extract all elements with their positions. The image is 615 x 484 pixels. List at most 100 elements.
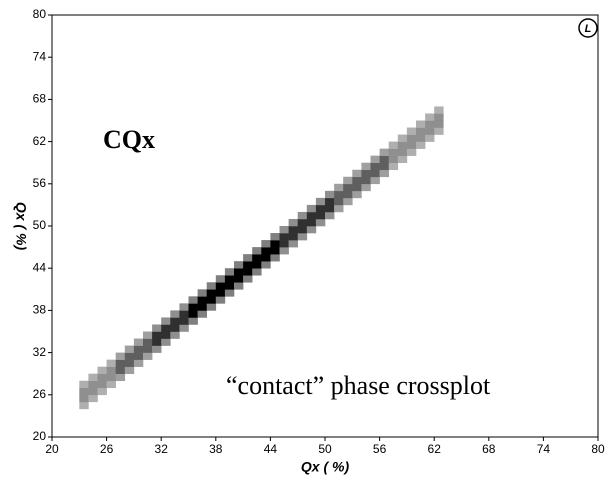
heat-cell bbox=[133, 338, 144, 346]
heat-cell bbox=[243, 261, 253, 269]
heat-cell bbox=[170, 310, 180, 318]
heat-cell bbox=[252, 247, 262, 255]
heat-cell bbox=[379, 162, 389, 171]
heat-cell bbox=[133, 345, 144, 353]
annotation: “contact” phase crossplot bbox=[226, 371, 491, 400]
heat-cell bbox=[388, 148, 399, 156]
heat-cell bbox=[379, 169, 389, 178]
heat-cell bbox=[179, 303, 189, 311]
heat-cell bbox=[234, 261, 244, 269]
heat-cell bbox=[234, 282, 244, 290]
heat-cell bbox=[370, 155, 380, 163]
y-tick-label: 62 bbox=[33, 134, 47, 148]
heat-cell bbox=[124, 345, 135, 353]
heat-cell bbox=[416, 120, 426, 128]
heat-cell bbox=[206, 296, 217, 304]
heat-cell bbox=[352, 183, 362, 192]
heat-cell bbox=[243, 254, 253, 262]
heat-cell bbox=[325, 190, 335, 199]
heat-cell bbox=[224, 289, 235, 297]
heat-cell bbox=[197, 289, 207, 297]
x-tick-label: 50 bbox=[318, 442, 332, 456]
heat-cell bbox=[215, 296, 226, 304]
x-tick-label: 26 bbox=[100, 442, 114, 456]
heat-cell bbox=[170, 317, 180, 325]
heat-cell bbox=[106, 380, 116, 389]
heat-cell bbox=[97, 373, 107, 382]
heat-cell bbox=[325, 197, 335, 206]
x-tick-label: 80 bbox=[591, 442, 605, 456]
heat-cell bbox=[306, 211, 317, 220]
heat-cell bbox=[88, 387, 98, 396]
heat-cell bbox=[397, 134, 408, 142]
heat-cell bbox=[379, 148, 389, 156]
heat-cell bbox=[388, 141, 399, 149]
heat-cell bbox=[434, 106, 444, 114]
heat-cell bbox=[361, 169, 371, 178]
heat-cell bbox=[133, 359, 144, 367]
heat-cell bbox=[215, 282, 226, 290]
heat-cell bbox=[297, 226, 308, 234]
heat-cell bbox=[334, 190, 344, 199]
heat-cell bbox=[425, 113, 435, 121]
y-tick-label: 26 bbox=[33, 387, 47, 401]
heat-cell bbox=[352, 169, 362, 178]
heat-cell bbox=[152, 338, 162, 346]
x-tick-label: 38 bbox=[209, 442, 223, 456]
heat-cell bbox=[215, 289, 226, 297]
heat-cell bbox=[261, 247, 271, 255]
heat-cell bbox=[234, 268, 244, 276]
heat-cell bbox=[306, 226, 317, 234]
heat-cell bbox=[343, 190, 353, 199]
heat-cell bbox=[270, 233, 280, 241]
heat-cell bbox=[279, 226, 289, 234]
heat-cell bbox=[434, 120, 444, 128]
heat-cell bbox=[88, 373, 98, 382]
heat-cell bbox=[334, 204, 344, 213]
heat-cell bbox=[106, 359, 116, 367]
y-tick-label: 68 bbox=[33, 92, 47, 106]
heat-cell bbox=[79, 387, 89, 396]
heat-cell bbox=[197, 310, 207, 318]
heat-cell bbox=[197, 303, 207, 311]
heat-cell bbox=[343, 176, 353, 185]
heat-cell bbox=[370, 169, 380, 178]
corner-badge bbox=[578, 18, 598, 38]
heat-cell bbox=[416, 141, 426, 149]
heat-cell bbox=[143, 338, 153, 346]
heat-cell bbox=[152, 331, 162, 339]
heat-cell bbox=[243, 275, 253, 283]
heat-cell bbox=[115, 352, 126, 360]
heat-cell bbox=[79, 380, 89, 389]
heat-cell bbox=[115, 366, 126, 374]
y-tick-label: 44 bbox=[33, 260, 47, 274]
heat-cell bbox=[115, 359, 126, 367]
y-tick-label: 32 bbox=[33, 345, 47, 359]
y-tick-label: 74 bbox=[33, 49, 47, 63]
heat-cell bbox=[315, 211, 326, 220]
heat-cell bbox=[270, 247, 280, 255]
heat-cell bbox=[252, 261, 262, 269]
heat-cell bbox=[106, 373, 116, 382]
heat-cell bbox=[434, 127, 444, 135]
heat-cell bbox=[297, 218, 308, 227]
heat-cell bbox=[115, 373, 126, 382]
y-tick-label: 20 bbox=[33, 429, 47, 443]
heat-cell bbox=[188, 296, 198, 304]
heat-cell bbox=[361, 176, 371, 185]
heat-cell bbox=[206, 282, 217, 290]
x-tick-label: 74 bbox=[537, 442, 551, 456]
heat-cell bbox=[133, 352, 144, 360]
y-tick-label: 38 bbox=[33, 303, 47, 317]
y-axis-label: Qx ( %) bbox=[13, 202, 29, 251]
heat-cell bbox=[143, 345, 153, 353]
heat-cell bbox=[261, 240, 271, 248]
heat-cell bbox=[352, 176, 362, 185]
x-tick-label: 32 bbox=[155, 442, 169, 456]
heat-cell bbox=[161, 324, 171, 332]
heat-cell bbox=[397, 148, 408, 156]
heat-cell bbox=[79, 394, 89, 403]
heat-cell bbox=[325, 204, 335, 213]
heat-cell bbox=[161, 317, 171, 325]
